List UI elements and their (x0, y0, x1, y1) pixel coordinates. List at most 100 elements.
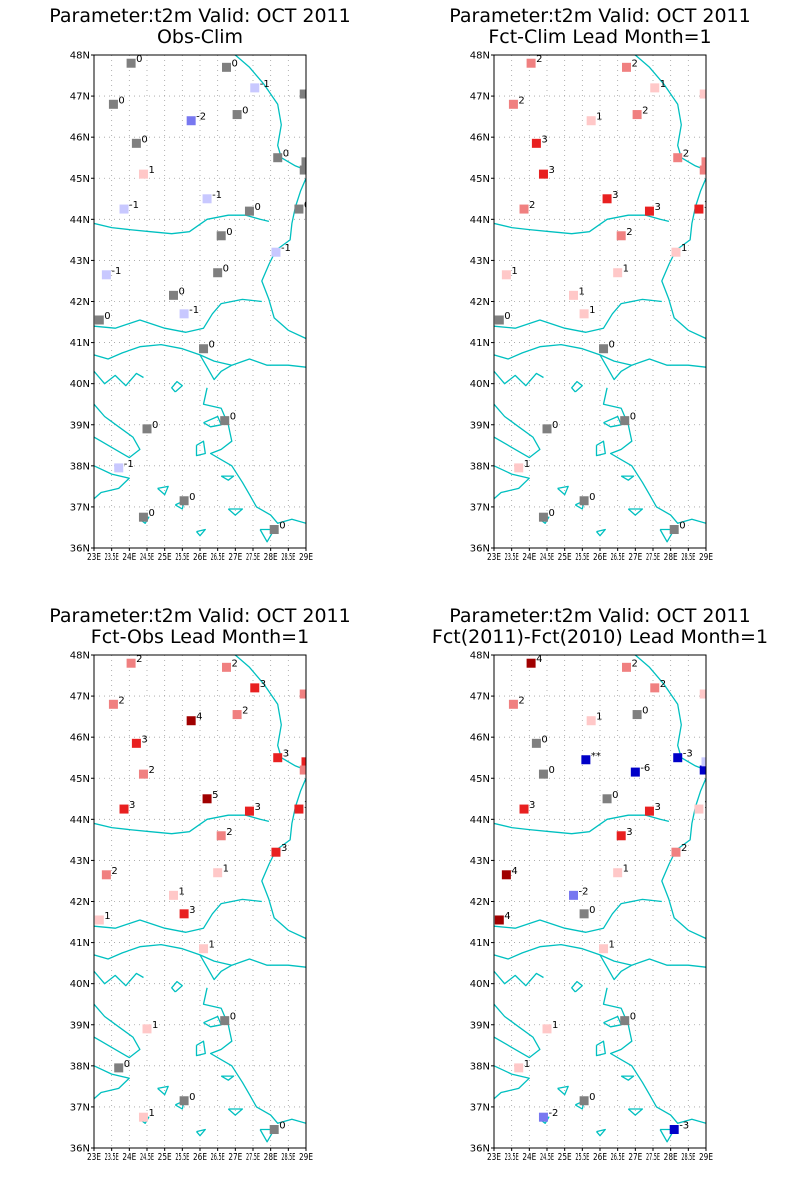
station-label: 3 (654, 802, 660, 813)
station-label: 3 (541, 134, 547, 145)
station-label: -3 (683, 749, 693, 760)
station-label: 0 (541, 734, 547, 745)
lat-tick-label: 47N (70, 692, 90, 703)
station-square (494, 315, 504, 325)
lat-tick-label: 40N (70, 379, 90, 390)
station-square (216, 831, 226, 841)
station-label: 0 (223, 264, 229, 275)
station-label: 2 (111, 866, 117, 877)
station-label: 0 (254, 202, 260, 213)
lon-tick-label: 26.5E (211, 552, 225, 563)
station-label: 2 (136, 654, 142, 665)
station-label: 1 (148, 165, 154, 176)
station-marker: -1 (250, 79, 270, 93)
station-label: 2 (683, 149, 689, 160)
station-label: 3 (189, 905, 195, 916)
station-square (632, 110, 642, 120)
coastline (94, 970, 144, 987)
station-square (569, 290, 578, 300)
station-square (179, 496, 189, 506)
station-marker: 3 (301, 757, 306, 767)
coastline (220, 475, 235, 481)
panel-fct-obs: Parameter:t2m Valid: OCT 2011 Fct-Obs Lea… (0, 600, 400, 1200)
lat-tick-label: 40N (70, 979, 90, 990)
station-marker: 2 (519, 200, 535, 214)
station-label: 3 (548, 165, 554, 176)
lon-tick-label: 28.5E (281, 1152, 295, 1163)
lon-tick-label: 26E (593, 1152, 607, 1163)
station-label: 1 (704, 800, 710, 811)
station-square (650, 83, 660, 93)
station-label: 2 (529, 200, 535, 211)
station-square (299, 165, 306, 175)
coastline (94, 370, 144, 387)
station-marker: 0 (138, 508, 155, 522)
station-marker: 0 (301, 157, 306, 167)
station-square (620, 1016, 630, 1026)
station-square (131, 738, 141, 748)
station-marker: 1 (542, 1020, 558, 1034)
station-square (108, 99, 118, 109)
station-square (519, 204, 529, 214)
coastline (94, 403, 141, 459)
station-label: 3 (704, 200, 710, 211)
coastline (196, 1128, 206, 1137)
station-marker: 2 (701, 157, 706, 167)
station-square (694, 204, 704, 214)
lat-tick-label: 42N (470, 297, 490, 308)
station-label: 1 (609, 940, 615, 951)
station-square (526, 58, 536, 68)
station-square (186, 716, 196, 726)
station-label: 2 (660, 679, 666, 690)
station-square (613, 868, 623, 878)
station-square (538, 512, 548, 522)
station-square (671, 847, 681, 857)
lat-tick-label: 45N (470, 774, 490, 785)
coastline (659, 1128, 675, 1143)
station-square (232, 110, 242, 120)
station-label: 0 (630, 1012, 636, 1023)
coastline (494, 898, 662, 933)
station-marker: 2 (216, 827, 233, 841)
lat-tick-label: 43N (70, 856, 90, 867)
coastline (94, 298, 262, 333)
station-square (101, 270, 111, 280)
station-label: 0 (309, 161, 315, 172)
station-marker: 0 (299, 161, 315, 175)
station-marker: 0 (222, 58, 238, 72)
coastline (661, 178, 706, 340)
station-square (244, 206, 254, 216)
station-square (616, 831, 626, 841)
station-label: 1 (709, 85, 715, 96)
station-marker: 2 (101, 866, 118, 880)
station-marker: 3 (644, 202, 661, 216)
station-marker: 1 (613, 264, 629, 278)
station-square (508, 99, 518, 109)
lon-tick-label: 23.5E (505, 1152, 519, 1163)
coastline (171, 380, 183, 393)
station-marker: 0 (179, 1092, 195, 1106)
station-label: 3 (529, 800, 535, 811)
coastline (94, 898, 262, 933)
station-square (108, 699, 118, 709)
lon-tick-label: 25.5E (175, 552, 189, 563)
station-label: 1 (596, 112, 602, 123)
station-marker: 2 (126, 654, 142, 668)
panel-title: Parameter:t2m Valid: OCT 2011 (49, 605, 350, 627)
station-label: -1 (124, 459, 134, 470)
station-label: 1 (148, 1108, 154, 1119)
station-marker: 0 (244, 202, 261, 216)
lon-tick-label: 27.5E (246, 1152, 260, 1163)
station-marker: 0 (213, 264, 229, 278)
station-square (271, 247, 281, 257)
coastline (596, 1128, 606, 1137)
station-square (599, 944, 609, 954)
coastline (202, 987, 306, 1124)
station-marker: 1 (138, 165, 155, 179)
station-label: 0 (136, 54, 142, 65)
station-square (699, 689, 706, 699)
lat-tick-label: 44N (470, 215, 490, 226)
station-marker: 0 (108, 95, 125, 109)
station-label: 1 (223, 864, 229, 875)
